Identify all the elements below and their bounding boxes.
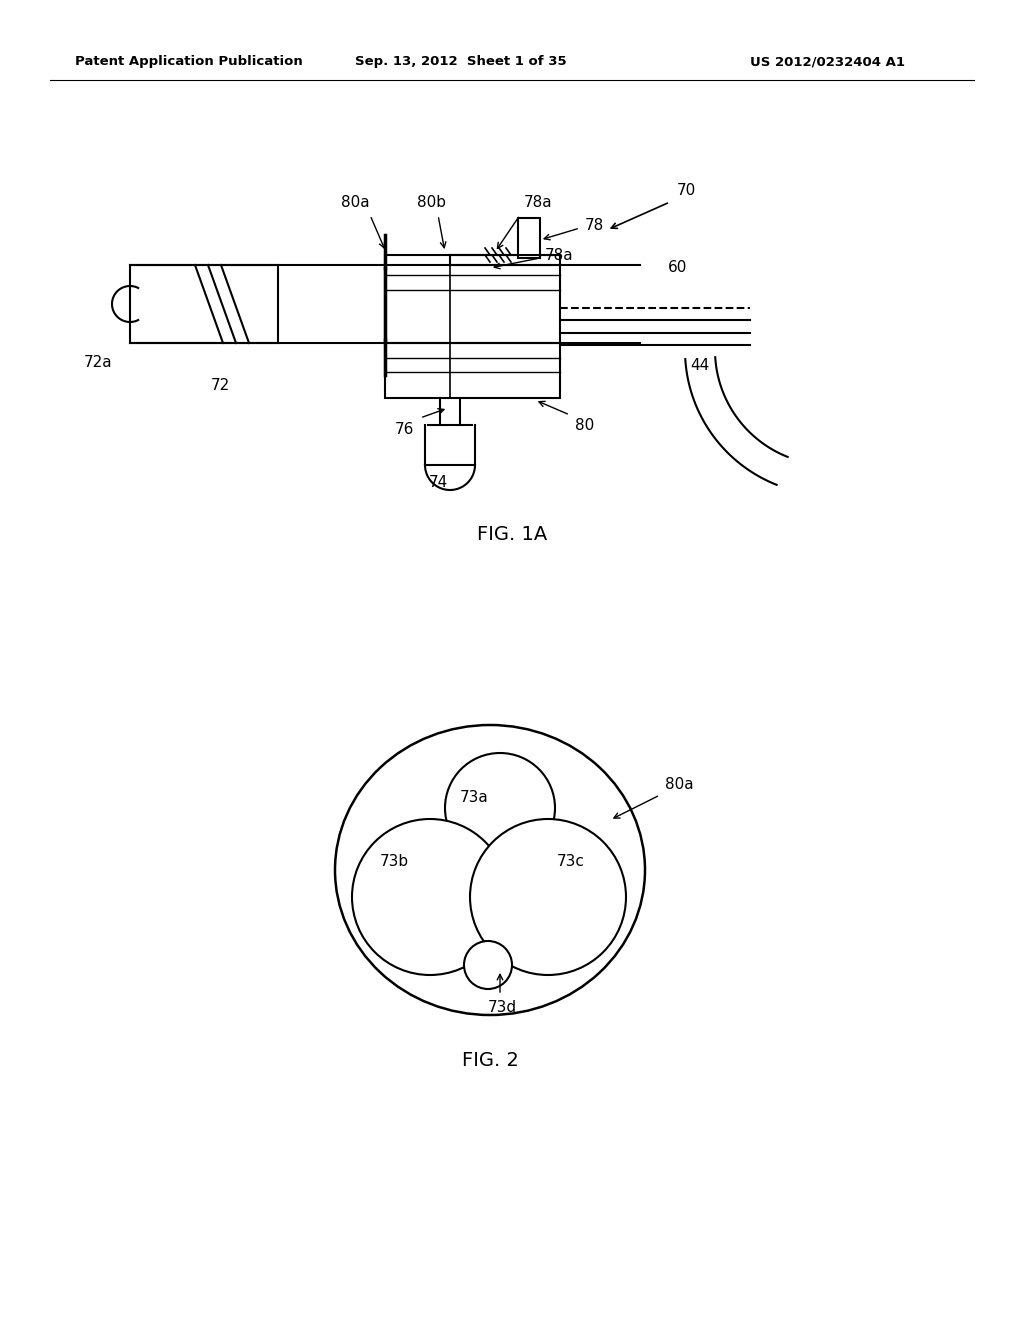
Circle shape <box>352 818 508 975</box>
Text: 76: 76 <box>394 422 414 437</box>
Text: 78a: 78a <box>524 195 553 210</box>
Text: 80b: 80b <box>418 195 446 210</box>
Circle shape <box>464 941 512 989</box>
Text: 73c: 73c <box>557 854 585 870</box>
Text: 73b: 73b <box>380 854 410 870</box>
Bar <box>130 265 278 343</box>
Text: 78a: 78a <box>545 248 573 263</box>
Text: Sep. 13, 2012  Sheet 1 of 35: Sep. 13, 2012 Sheet 1 of 35 <box>355 55 566 69</box>
Text: US 2012/0232404 A1: US 2012/0232404 A1 <box>750 55 905 69</box>
Text: 80a: 80a <box>665 777 693 792</box>
Text: 73a: 73a <box>460 791 488 805</box>
Text: FIG. 1A: FIG. 1A <box>477 525 547 544</box>
Text: 44: 44 <box>690 358 710 372</box>
Text: 78: 78 <box>585 218 604 232</box>
Text: 60: 60 <box>668 260 687 276</box>
Text: Patent Application Publication: Patent Application Publication <box>75 55 303 69</box>
Text: 72a: 72a <box>84 355 113 370</box>
Text: 72: 72 <box>210 378 229 393</box>
Text: FIG. 2: FIG. 2 <box>462 1051 518 1069</box>
Bar <box>385 343 560 399</box>
Circle shape <box>470 818 626 975</box>
Text: 80a: 80a <box>341 195 370 210</box>
Ellipse shape <box>335 725 645 1015</box>
Text: 74: 74 <box>428 475 447 490</box>
Circle shape <box>445 752 555 863</box>
Text: 70: 70 <box>677 183 696 198</box>
Text: 73d: 73d <box>488 1001 517 1015</box>
Text: 80: 80 <box>575 418 594 433</box>
Bar <box>518 218 540 257</box>
Bar <box>385 255 560 345</box>
